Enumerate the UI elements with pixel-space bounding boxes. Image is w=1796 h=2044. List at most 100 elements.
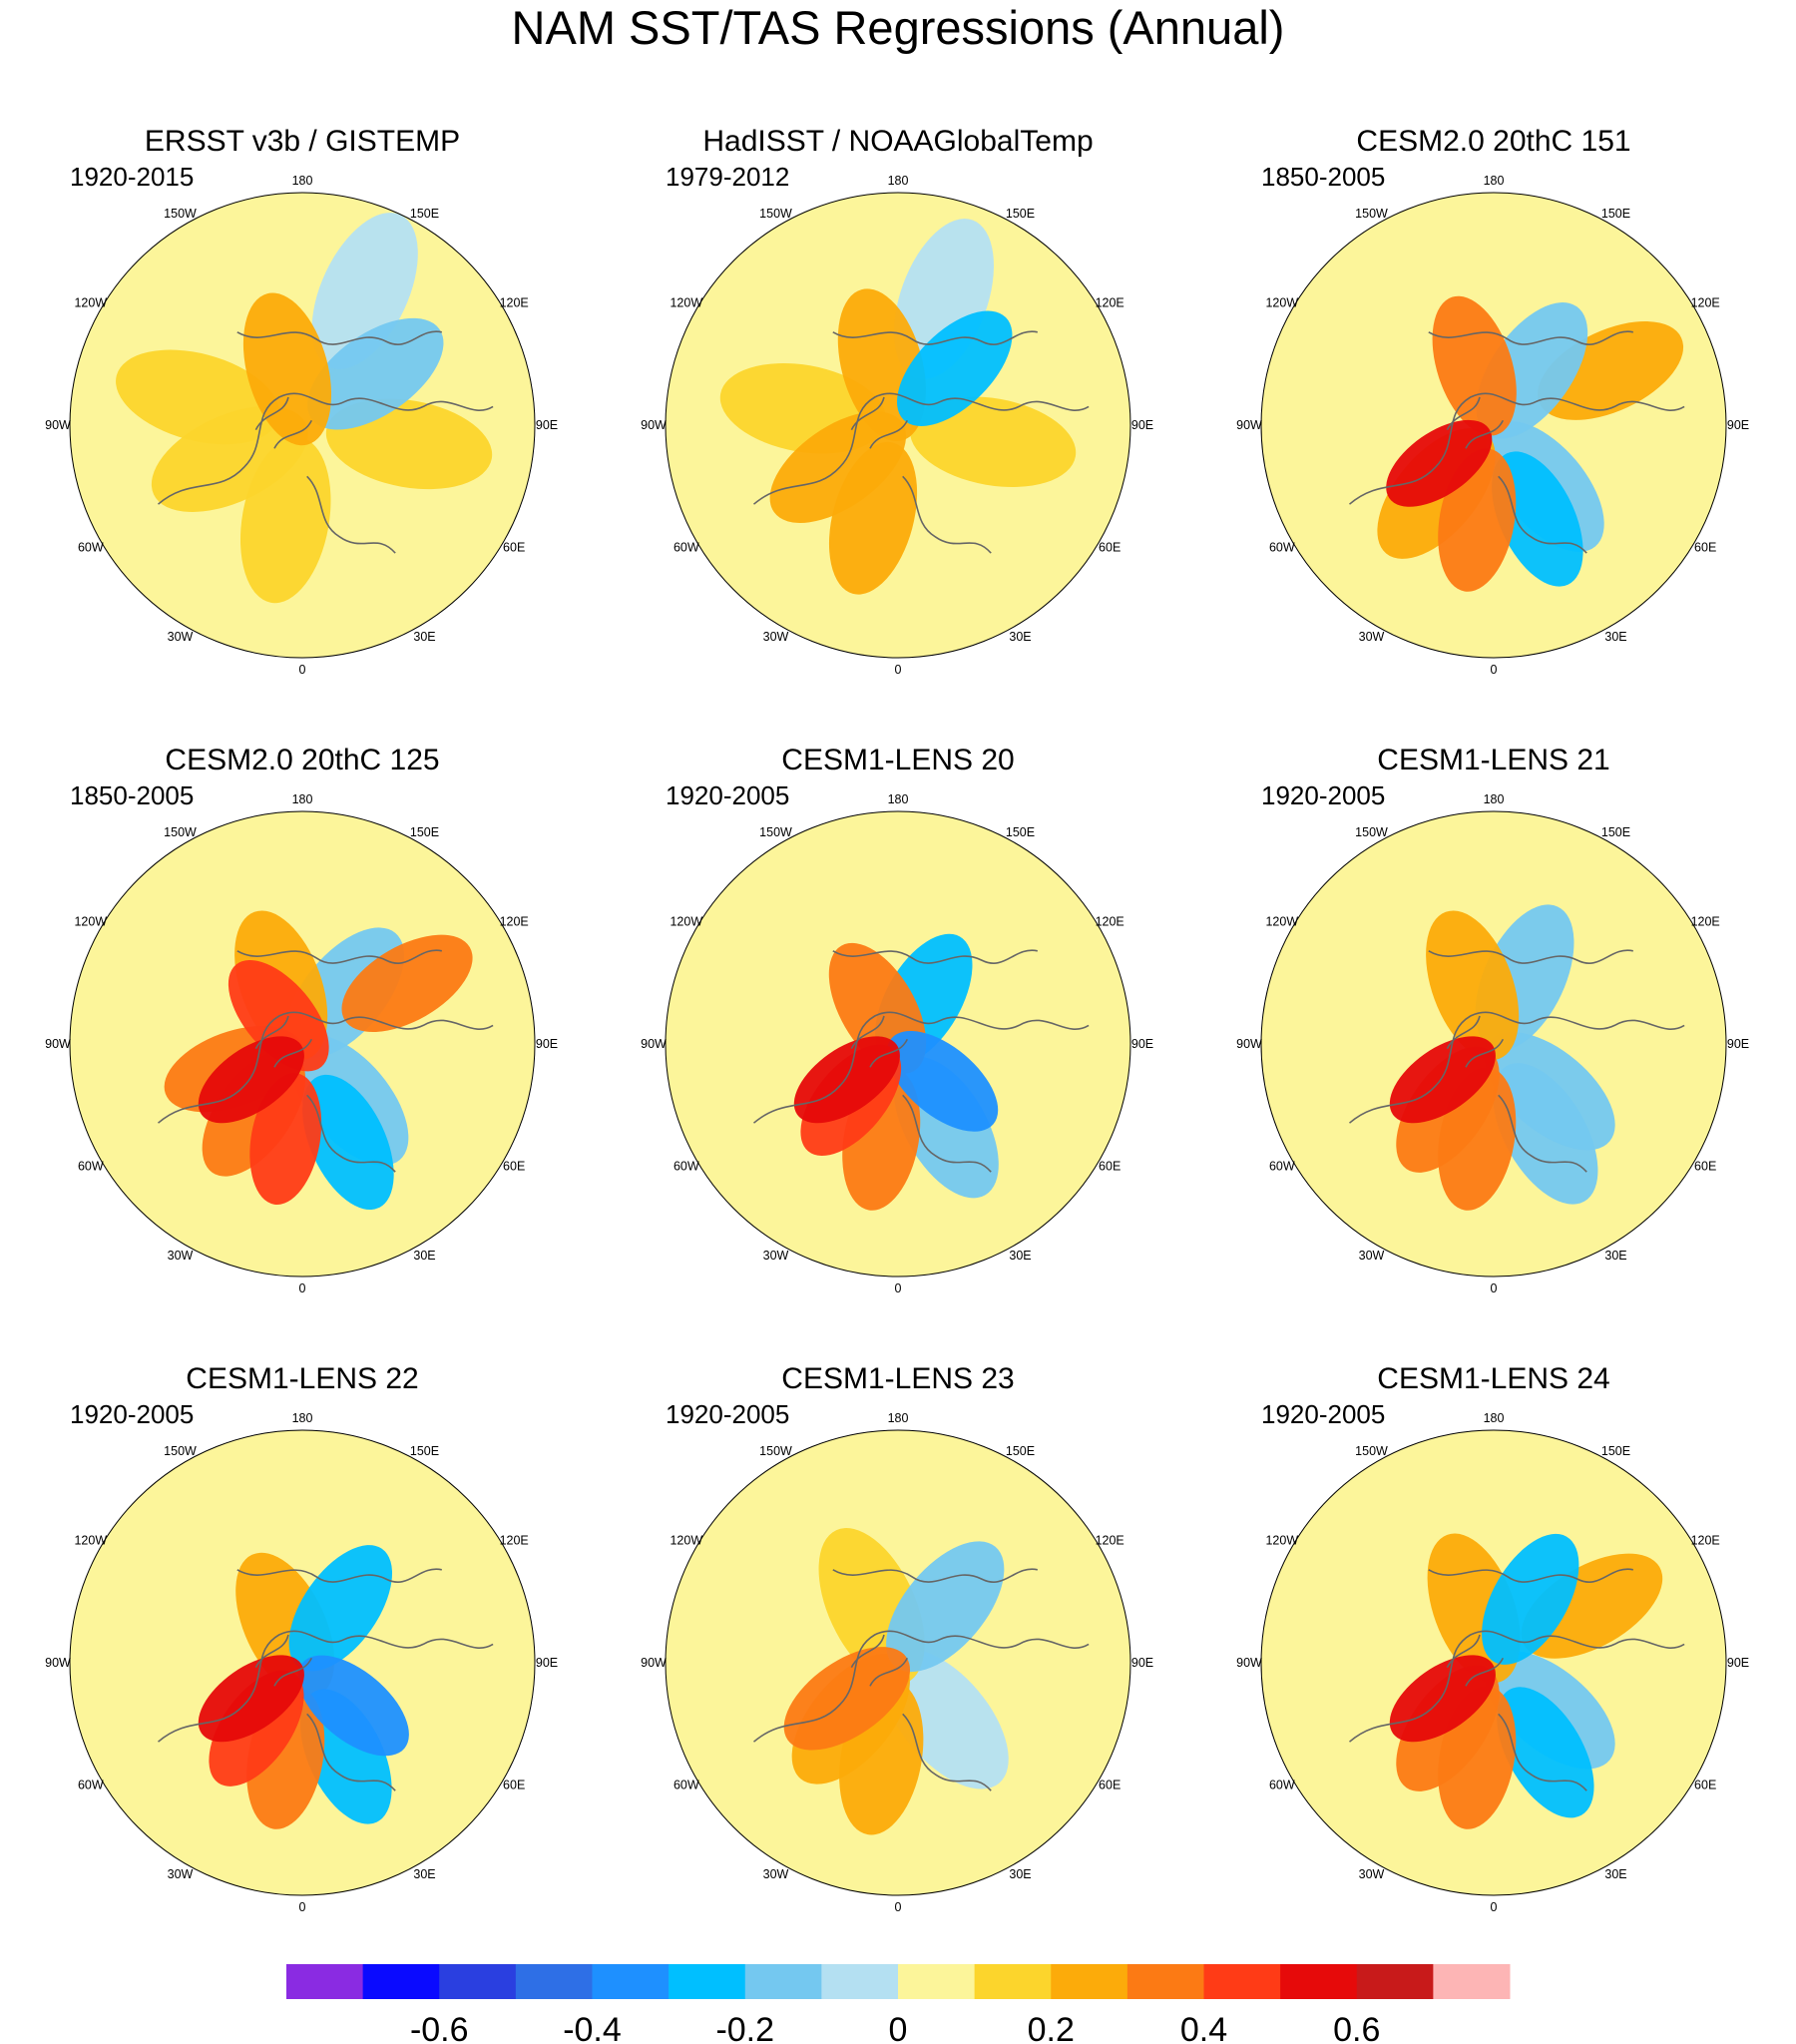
longitude-label: 60E — [503, 541, 525, 555]
anomaly-region — [116, 349, 280, 445]
longitude-label: 120E — [1691, 1534, 1720, 1548]
longitude-label: 120W — [670, 1534, 702, 1548]
globe-outline — [1260, 192, 1727, 659]
longitude-label: 30E — [1009, 630, 1031, 644]
colorbar-swatch — [286, 1964, 364, 1999]
longitude-label: 180 — [1484, 174, 1505, 188]
colorbar-swatch — [515, 1964, 593, 1999]
longitude-label: 90E — [1727, 418, 1749, 432]
longitude-label: 150E — [410, 825, 439, 839]
coastline — [236, 1568, 442, 1583]
coastline — [236, 330, 442, 345]
anomaly-region — [341, 934, 473, 1033]
longitude-label: 60W — [1269, 541, 1295, 555]
longitude-label: 120E — [1096, 915, 1124, 929]
coastline — [1348, 1630, 1685, 1743]
anomaly-region — [302, 1074, 394, 1211]
map-panel: CESM2.0 20thC 151 1850-2005 180 150E 120E 90E… — [1236, 125, 1749, 677]
coastline — [157, 392, 494, 505]
longitude-label: 30E — [1604, 630, 1626, 644]
anomaly-region — [897, 310, 1013, 426]
longitude-label: 60W — [674, 1779, 699, 1792]
longitude-label: 30W — [168, 1867, 194, 1881]
colorbar-swatch — [1356, 1964, 1434, 1999]
longitude-label: 0 — [1491, 1281, 1498, 1295]
longitude-label: 90W — [641, 418, 667, 432]
longitude-label: 150E — [1601, 1444, 1630, 1458]
longitude-label: 0 — [895, 1900, 902, 1914]
longitude-label: 90E — [1727, 1656, 1749, 1670]
longitude-label: 60W — [78, 1160, 104, 1174]
colorbar-tick-label: -0.6 — [410, 2011, 469, 2044]
panel-years: 1920-2005 — [1261, 780, 1385, 810]
colorbar-swatch — [744, 1964, 822, 1999]
longitude-label: 90W — [641, 1656, 667, 1670]
panel-years: 1850-2005 — [1261, 162, 1385, 192]
anomaly-region — [1482, 1533, 1579, 1665]
longitude-label: 120W — [1265, 296, 1298, 310]
colorbar: -0.6 -0.4 -0.2 0 0.2 0.4 0.6 — [286, 1964, 1511, 2044]
colorbar-swatch — [898, 1964, 976, 1999]
anomaly-region — [769, 411, 907, 523]
anomaly-region — [886, 1030, 999, 1132]
panel-years: 1920-2015 — [70, 162, 194, 192]
panel-title: CESM1-LENS 24 — [1377, 1362, 1609, 1395]
longitude-label: 0 — [895, 1281, 902, 1295]
globe-outline — [69, 1429, 536, 1896]
longitude-label: 60E — [1099, 541, 1121, 555]
longitude-label: 60E — [1099, 1779, 1121, 1792]
coastline — [850, 1634, 909, 1687]
anomaly-region — [909, 396, 1077, 488]
anomaly-region — [1484, 1032, 1615, 1151]
anomaly-region — [1521, 1553, 1663, 1659]
coastline — [832, 1568, 1038, 1583]
longitude-label: 30W — [168, 630, 194, 644]
longitude-label: 90W — [1236, 418, 1262, 432]
longitude-label: 120E — [500, 915, 529, 929]
panel-title: CESM1-LENS 20 — [781, 744, 1014, 776]
panel-years: 1920-2005 — [70, 1399, 194, 1429]
coastline — [1446, 1015, 1505, 1068]
anomaly-region — [1389, 1655, 1496, 1743]
panel-title: CESM1-LENS 21 — [1377, 744, 1609, 776]
longitude-label: 90W — [45, 1037, 71, 1051]
longitude-label: 60W — [78, 541, 104, 555]
coastline — [850, 396, 909, 449]
longitude-label: 30E — [1009, 1867, 1031, 1881]
map-panel: HadISST / NOAAGlobalTemp 1979-2012 180 150E… — [641, 125, 1153, 677]
longitude-label: 60W — [674, 541, 699, 555]
longitude-label: 90E — [1131, 1037, 1153, 1051]
coastline — [306, 1713, 396, 1791]
longitude-label: 90W — [1236, 1656, 1262, 1670]
colorbar-swatch — [1433, 1964, 1511, 1999]
longitude-label: 90W — [641, 1037, 667, 1051]
longitude-label: 30E — [413, 1249, 435, 1263]
coastline — [902, 475, 992, 554]
anomaly-region — [1389, 1036, 1496, 1124]
panel-years: 1920-2005 — [666, 1399, 789, 1429]
anomaly-region — [307, 317, 444, 430]
figure-title: NAM SST/TAS Regressions (Annual) — [512, 1, 1285, 54]
longitude-label: 120E — [500, 1534, 529, 1548]
longitude-label: 180 — [1484, 792, 1505, 806]
panel-years: 1920-2005 — [666, 780, 789, 810]
longitude-label: 60E — [503, 1779, 525, 1792]
map-panel: CESM1-LENS 20 1920-2005 180 150E 120E 90E 60E 3… — [641, 744, 1153, 1295]
colorbar-tick-label: -0.2 — [715, 2011, 774, 2044]
longitude-label: 30E — [413, 1867, 435, 1881]
colorbar-swatch — [821, 1964, 899, 1999]
coastline — [1498, 1713, 1587, 1791]
longitude-label: 0 — [299, 663, 306, 677]
colorbar-tick-label: 0.2 — [1028, 2011, 1075, 2044]
map-panel: CESM1-LENS 23 1920-2005 180 150E 120E 90E 60E 3… — [641, 1362, 1153, 1914]
anomaly-region — [881, 1649, 1009, 1789]
longitude-label: 150W — [759, 207, 792, 221]
coastline — [254, 1015, 313, 1068]
longitude-label: 30W — [763, 1249, 789, 1263]
longitude-label: 180 — [888, 792, 909, 806]
longitude-label: 150W — [164, 825, 197, 839]
longitude-label: 90E — [1727, 1037, 1749, 1051]
panel-title: CESM2.0 20thC 151 — [1356, 125, 1630, 158]
longitude-label: 150W — [759, 825, 792, 839]
